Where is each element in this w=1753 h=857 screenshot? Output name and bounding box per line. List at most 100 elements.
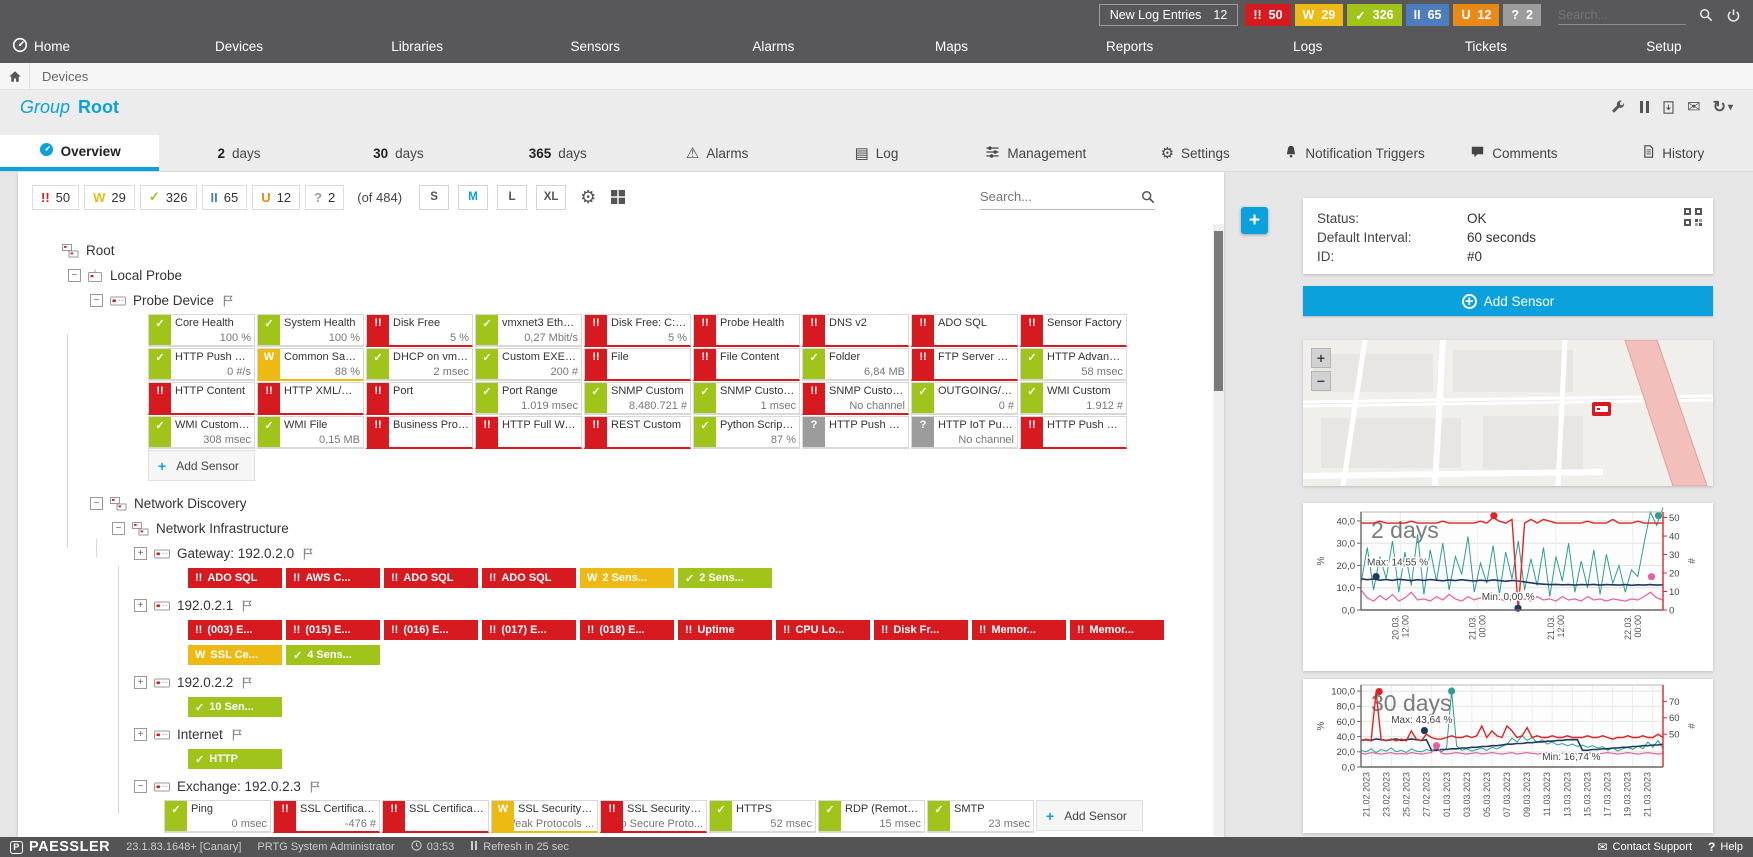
sensor-tile[interactable]: ✓ WMI File 0,15 MB bbox=[257, 416, 364, 449]
search-icon[interactable] bbox=[1699, 8, 1713, 22]
tab-log[interactable]: ▤ Log bbox=[797, 135, 956, 171]
nav-item-tickets[interactable]: Tickets bbox=[1397, 30, 1575, 63]
nav-item-maps[interactable]: Maps bbox=[862, 30, 1040, 63]
tile-size-s[interactable]: S bbox=[419, 184, 450, 210]
sensor-tile[interactable]: !! Disk Free 5 % bbox=[366, 314, 473, 347]
global-search[interactable] bbox=[1558, 5, 1686, 25]
sensor-tile[interactable]: !! HTTP Full Web... bbox=[475, 416, 582, 449]
sensor-mini-tile[interactable]: !! Memor... bbox=[972, 620, 1066, 640]
tools-wrench-icon[interactable] bbox=[1611, 100, 1626, 115]
tree-toggle[interactable]: − bbox=[90, 294, 103, 307]
tree-scrollbar[interactable] bbox=[1213, 224, 1224, 836]
tree-node-label[interactable]: 192.0.2.1 bbox=[177, 598, 234, 613]
new-log-entries-button[interactable]: New Log Entries 12 bbox=[1098, 4, 1239, 26]
tab-management[interactable]: Management bbox=[956, 135, 1115, 171]
tree-node-label[interactable]: Root bbox=[86, 243, 115, 258]
map-zoom-out-button[interactable]: − bbox=[1311, 371, 1331, 391]
contact-support-link[interactable]: ✉ Contact Support bbox=[1597, 840, 1693, 854]
tab-days[interactable]: 2 days bbox=[159, 135, 318, 171]
paessler-logo[interactable]: P PAESSLER bbox=[10, 839, 110, 855]
sensor-tile[interactable]: ✓ Folder 6,84 MB bbox=[802, 348, 909, 381]
sensor-tile[interactable]: !! SNMP Custom... No channel bbox=[802, 382, 909, 415]
sensor-tile[interactable]: ✓ Ping 0 msec bbox=[164, 800, 271, 833]
filter-badge-!![interactable]: !! 50 bbox=[32, 184, 80, 210]
tab-settings[interactable]: ⚙ Settings bbox=[1116, 135, 1275, 171]
status-badge-✓[interactable]: ✓ 326 bbox=[1347, 4, 1402, 26]
graph-30-days[interactable]: 30 days 0,0 20,0 40,0 60,0 80,0 100,0 50 60 70 21.… bbox=[1303, 679, 1713, 833]
sensor-mini-tile[interactable]: W 2 Sens... bbox=[580, 568, 674, 588]
sensor-mini-tile[interactable]: !! (015) E... bbox=[286, 620, 380, 640]
tab-history[interactable]: History bbox=[1594, 135, 1753, 171]
logged-in-user[interactable]: PRTG System Administrator bbox=[257, 841, 395, 853]
sensor-tile[interactable]: !! File bbox=[584, 348, 691, 381]
sensor-mini-tile[interactable]: ✓ 2 Sens... bbox=[678, 568, 772, 588]
filter-badge-U[interactable]: U 12 bbox=[252, 184, 301, 210]
tab-comments[interactable]: Comments bbox=[1434, 135, 1593, 171]
sensor-tile[interactable]: !! Business Proc... bbox=[366, 416, 473, 449]
flag-icon[interactable] bbox=[310, 780, 321, 794]
sensor-tile[interactable]: !! Disk Free: C:\ L... 5 % bbox=[584, 314, 691, 347]
sensor-tile[interactable]: ✓ Port Range 1.019 msec bbox=[475, 382, 582, 415]
tile-size-l[interactable]: L bbox=[497, 184, 528, 210]
nav-item-reports[interactable]: Reports bbox=[1041, 30, 1219, 63]
tile-size-xl[interactable]: XL bbox=[536, 184, 567, 210]
sensor-tile[interactable]: ✓ vmxnet3 Ether... 0,27 Mbit/s bbox=[475, 314, 582, 347]
sensor-tile[interactable]: ✓ SNMP Custom... 1 msec bbox=[693, 382, 800, 415]
grid-view-icon[interactable] bbox=[610, 189, 626, 205]
sensor-tile[interactable]: !! HTTP Push Data bbox=[1020, 416, 1127, 449]
tree-node-label[interactable]: Local Probe bbox=[110, 268, 183, 283]
status-badge-U[interactable]: U 12 bbox=[1453, 4, 1500, 26]
sensor-mini-tile[interactable]: !! (018) E... bbox=[580, 620, 674, 640]
tree-node-label[interactable]: Network Discovery bbox=[134, 496, 247, 511]
home-icon[interactable] bbox=[0, 63, 30, 89]
tile-size-m[interactable]: M bbox=[458, 184, 489, 210]
flag-icon[interactable] bbox=[223, 294, 234, 308]
graph-2-days[interactable]: 2 days 0,0 10,0 20,0 30,0 40,0 0 10 20 30 40 50 20.0… bbox=[1303, 503, 1713, 671]
nav-item-logs[interactable]: Logs bbox=[1219, 30, 1397, 63]
tree-node-label[interactable]: Internet bbox=[177, 727, 223, 742]
map-zoom-in-button[interactable]: + bbox=[1311, 348, 1331, 368]
sensor-tile[interactable]: ? HTTP IoT Push... No channel bbox=[911, 416, 1018, 449]
add-sensor-button[interactable]: + Add Sensor bbox=[1303, 286, 1713, 316]
sensor-tile[interactable]: ✓ WMI Custom S... 308 msec bbox=[148, 416, 255, 449]
mail-icon[interactable]: ✉ bbox=[1687, 99, 1701, 116]
pause-icon[interactable] bbox=[1638, 101, 1650, 113]
pause-refresh-icon[interactable] bbox=[470, 841, 478, 853]
nav-item-setup[interactable]: Setup bbox=[1575, 30, 1753, 63]
sensor-tile[interactable]: !! Probe Health bbox=[693, 314, 800, 347]
tree-toggle[interactable]: + bbox=[134, 728, 147, 741]
sensor-tile[interactable]: ✓ SNMP Custom 8.480.721 # bbox=[584, 382, 691, 415]
sensor-mini-tile[interactable]: !! Disk Fr... bbox=[874, 620, 968, 640]
sensor-mini-tile[interactable]: !! ADO SQL bbox=[384, 568, 478, 588]
sensor-tile[interactable]: !! HTTP Content bbox=[148, 382, 255, 415]
sensor-mini-tile[interactable]: ✓ 10 Sen... bbox=[188, 697, 282, 717]
sensor-tile[interactable]: !! FTP Server File... bbox=[911, 348, 1018, 381]
flag-icon[interactable] bbox=[242, 676, 253, 690]
sensor-tile[interactable]: ✓ HTTP Advanced 58 msec bbox=[1020, 348, 1127, 381]
qr-code-icon[interactable] bbox=[1683, 207, 1703, 230]
sensor-mini-tile[interactable]: !! ADO SQL bbox=[188, 568, 282, 588]
help-link[interactable]: ? Help bbox=[1708, 840, 1743, 854]
sensor-tile[interactable]: ✓ RDP (Remote ... 15 msec bbox=[818, 800, 925, 833]
sensor-tile[interactable]: ✓ WMI Custom 1.912 # bbox=[1020, 382, 1127, 415]
status-badge-!![interactable]: !! 50 bbox=[1245, 4, 1291, 26]
tree-toggle[interactable]: − bbox=[134, 780, 147, 793]
map-image[interactable] bbox=[1303, 340, 1713, 486]
sensor-tile[interactable]: ✓ HTTPS 52 msec bbox=[709, 800, 816, 833]
breadcrumb-item[interactable]: Devices bbox=[42, 68, 89, 84]
sensor-mini-tile[interactable]: W SSL Ce... bbox=[188, 645, 282, 665]
filter-badge-✓[interactable]: ✓ 326 bbox=[139, 184, 197, 210]
report-icon[interactable] bbox=[1662, 100, 1675, 115]
sensor-tile[interactable]: ✓ DHCP on vmxn... 2 msec bbox=[366, 348, 473, 381]
search-icon[interactable] bbox=[1141, 190, 1155, 204]
sensor-tile[interactable]: !! Port bbox=[366, 382, 473, 415]
sensor-mini-tile[interactable]: !! CPU Lo... bbox=[776, 620, 870, 640]
view-settings-gear-icon[interactable]: ⚙ bbox=[580, 187, 597, 207]
tree-search-input[interactable] bbox=[980, 189, 1120, 204]
sensor-tile[interactable]: !! ADO SQL bbox=[911, 314, 1018, 347]
sensor-tile[interactable]: W Common SaaS... 88 % bbox=[257, 348, 364, 381]
sensor-tile[interactable]: !! DNS v2 bbox=[802, 314, 909, 347]
tab-notification-triggers[interactable]: Notification Triggers bbox=[1275, 135, 1434, 171]
nav-item-alarms[interactable]: Alarms bbox=[684, 30, 862, 63]
filter-badge-?[interactable]: ? 2 bbox=[305, 184, 345, 210]
